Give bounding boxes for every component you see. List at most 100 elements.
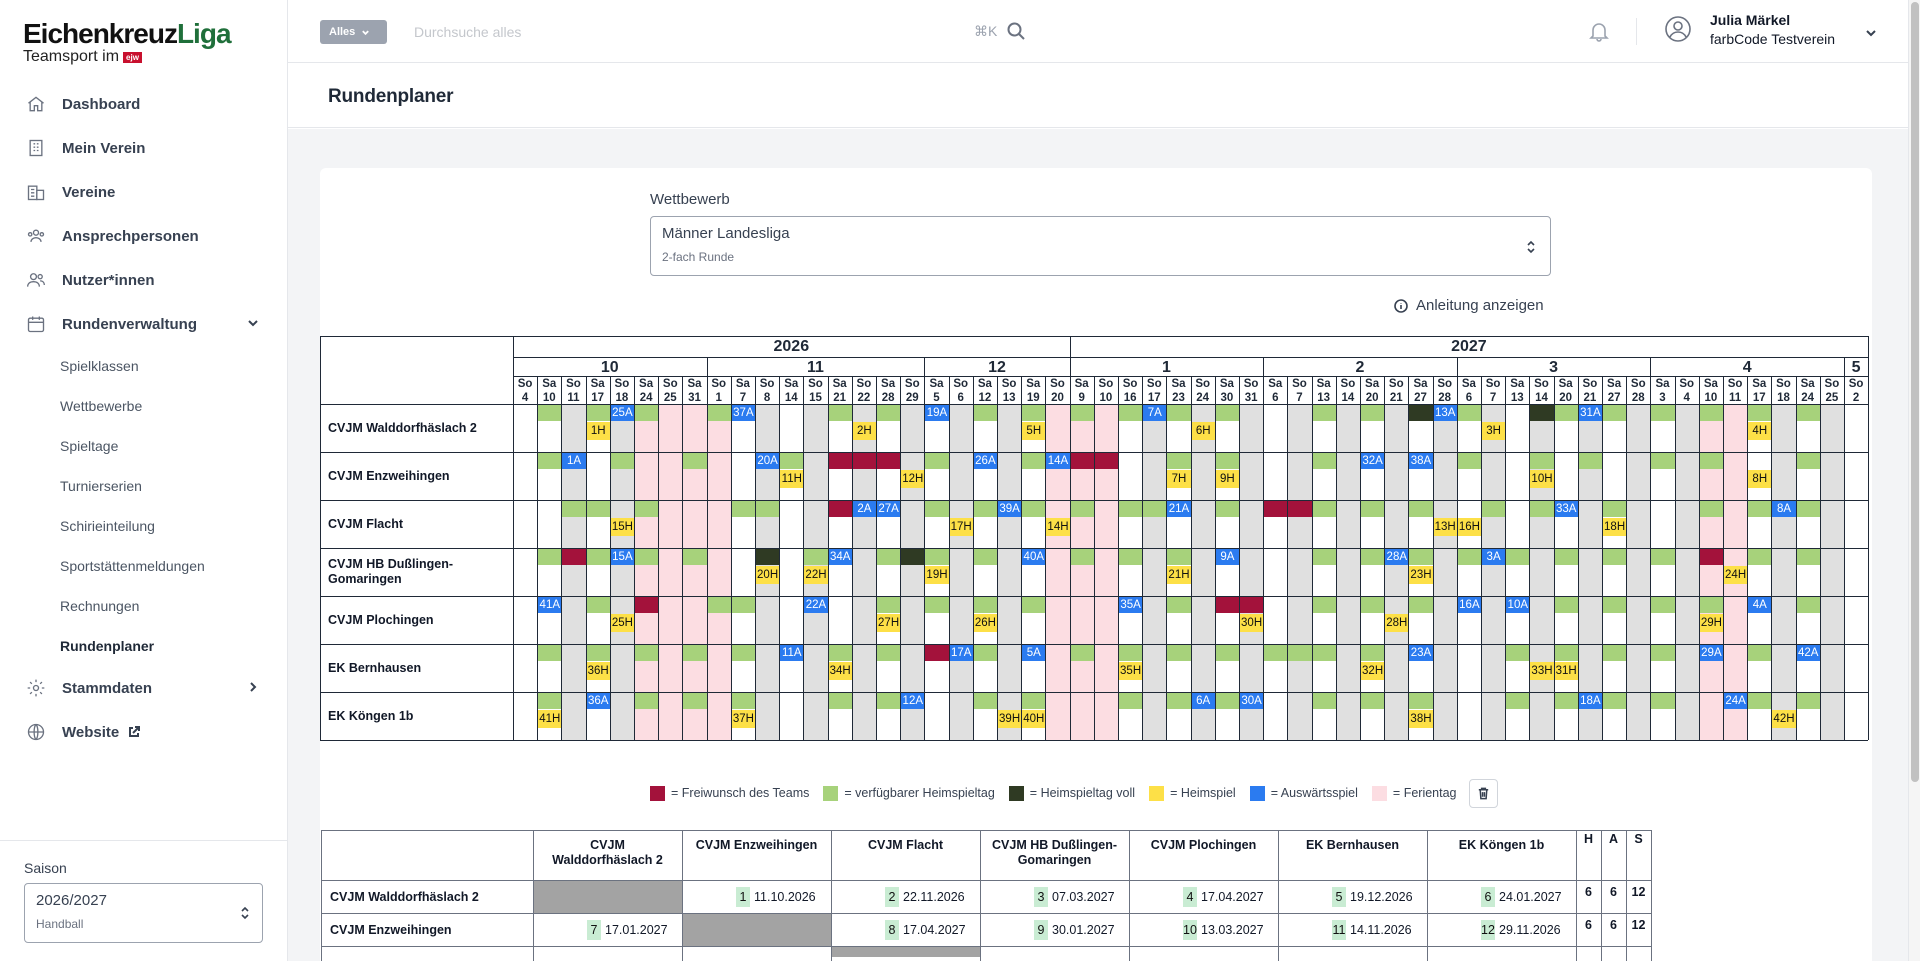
available-home-day-marker[interactable]	[538, 549, 562, 565]
search-icon[interactable]	[1006, 21, 1026, 41]
available-home-day-marker[interactable]	[1530, 501, 1554, 517]
available-home-day-marker[interactable]	[586, 405, 610, 421]
matrix-game-number[interactable]: 10	[1183, 920, 1197, 940]
team-wish-marker[interactable]	[877, 453, 901, 469]
team-wish-marker[interactable]	[852, 453, 876, 469]
away-game-marker[interactable]: 7A	[1143, 405, 1167, 421]
away-game-marker[interactable]: 42A	[1796, 645, 1820, 661]
available-home-day-marker[interactable]	[1215, 501, 1239, 517]
matrix-game-number[interactable]: 2	[885, 887, 899, 907]
home-game-marker[interactable]: 4H	[1748, 422, 1772, 440]
matrix-game-date[interactable]: 11.10.2026	[754, 890, 816, 904]
team-wish-marker[interactable]	[1699, 549, 1723, 565]
available-home-day-marker[interactable]	[683, 453, 707, 469]
available-home-day-marker[interactable]	[1361, 405, 1385, 421]
matrix-game-number[interactable]: 4	[1183, 887, 1197, 907]
available-home-day-marker[interactable]	[538, 693, 562, 709]
away-game-marker[interactable]: 36A	[586, 693, 610, 709]
available-home-day-marker[interactable]	[1457, 549, 1481, 565]
available-home-day-marker[interactable]	[586, 501, 610, 517]
home-day-full-marker[interactable]	[1409, 405, 1433, 421]
nav-item-mein-verein[interactable]: Mein Verein	[0, 126, 288, 170]
available-home-day-marker[interactable]	[1603, 405, 1627, 421]
home-game-marker[interactable]: 35H	[1119, 662, 1143, 680]
away-game-marker[interactable]: 24A	[1724, 693, 1748, 709]
available-home-day-marker[interactable]	[1312, 453, 1336, 469]
available-home-day-marker[interactable]	[1361, 693, 1385, 709]
available-home-day-marker[interactable]	[756, 501, 780, 517]
away-game-marker[interactable]: 13A	[1433, 405, 1457, 421]
away-game-marker[interactable]: 23A	[1409, 645, 1433, 661]
available-home-day-marker[interactable]	[1796, 501, 1820, 517]
search-input[interactable]	[414, 18, 994, 46]
available-home-day-marker[interactable]	[973, 597, 997, 613]
away-game-marker[interactable]: 2A	[852, 501, 876, 517]
away-game-marker[interactable]: 41A	[538, 597, 562, 613]
available-home-day-marker[interactable]	[562, 501, 586, 517]
home-game-marker[interactable]: 21H	[1167, 566, 1191, 584]
nav-item-rundenverwaltung[interactable]: Rundenverwaltung	[0, 302, 288, 346]
available-home-day-marker[interactable]	[586, 597, 610, 613]
away-game-marker[interactable]: 1A	[562, 453, 586, 469]
available-home-day-marker[interactable]	[1554, 549, 1578, 565]
away-game-marker[interactable]: 31A	[1578, 405, 1602, 421]
available-home-day-marker[interactable]	[1215, 453, 1239, 469]
available-home-day-marker[interactable]	[1578, 453, 1602, 469]
available-home-day-marker[interactable]	[586, 645, 610, 661]
subnav-item-spieltage[interactable]: Spieltage	[60, 438, 119, 454]
available-home-day-marker[interactable]	[1699, 597, 1723, 613]
available-home-day-marker[interactable]	[1361, 597, 1385, 613]
subnav-item-sportstaettenmeldungen[interactable]: Sportstättenmeldungen	[60, 558, 205, 574]
available-home-day-marker[interactable]	[1603, 693, 1627, 709]
home-game-marker[interactable]: 1H	[586, 422, 610, 440]
available-home-day-marker[interactable]	[1651, 693, 1675, 709]
away-game-marker[interactable]: 39A	[998, 501, 1022, 517]
available-home-day-marker[interactable]	[1167, 549, 1191, 565]
available-home-day-marker[interactable]	[1699, 501, 1723, 517]
home-game-marker[interactable]: 24H	[1724, 566, 1748, 584]
home-game-marker[interactable]: 12H	[901, 470, 925, 488]
available-home-day-marker[interactable]	[707, 405, 731, 421]
away-game-marker[interactable]: 30A	[1240, 693, 1264, 709]
home-game-marker[interactable]: 38H	[1409, 710, 1433, 728]
team-wish-marker[interactable]	[562, 549, 586, 565]
available-home-day-marker[interactable]	[1167, 693, 1191, 709]
home-game-marker[interactable]: 15H	[610, 518, 634, 536]
home-game-marker[interactable]: 25H	[610, 614, 634, 632]
available-home-day-marker[interactable]	[1119, 693, 1143, 709]
team-wish-marker[interactable]	[1070, 453, 1094, 469]
matrix-game-number[interactable]: 6	[1481, 887, 1495, 907]
available-home-day-marker[interactable]	[1554, 405, 1578, 421]
home-game-marker[interactable]: 18H	[1603, 518, 1627, 536]
matrix-game-number[interactable]: 1	[736, 887, 750, 907]
season-select[interactable]: 2026/2027 Handball	[24, 883, 263, 943]
matrix-game-date[interactable]: 17.04.2027	[903, 923, 966, 937]
available-home-day-marker[interactable]	[1409, 597, 1433, 613]
available-home-day-marker[interactable]	[731, 693, 755, 709]
available-home-day-marker[interactable]	[635, 645, 659, 661]
available-home-day-marker[interactable]	[804, 549, 828, 565]
available-home-day-marker[interactable]	[1796, 453, 1820, 469]
available-home-day-marker[interactable]	[973, 405, 997, 421]
away-game-marker[interactable]: 18A	[1578, 693, 1602, 709]
home-game-marker[interactable]: 13H	[1433, 518, 1457, 536]
home-game-marker[interactable]: 3H	[1482, 422, 1506, 440]
available-home-day-marker[interactable]	[1070, 549, 1094, 565]
available-home-day-marker[interactable]	[707, 597, 731, 613]
matrix-game-date[interactable]: 29.11.2026	[1499, 923, 1561, 937]
nav-item-ansprechpersonen[interactable]: Ansprechpersonen	[0, 214, 288, 258]
available-home-day-marker[interactable]	[925, 453, 949, 469]
nav-item-website[interactable]: Website	[0, 710, 288, 754]
home-game-marker[interactable]: 34H	[828, 662, 852, 680]
away-game-marker[interactable]: 20A	[756, 453, 780, 469]
available-home-day-marker[interactable]	[925, 597, 949, 613]
available-home-day-marker[interactable]	[1312, 645, 1336, 661]
available-home-day-marker[interactable]	[1288, 645, 1312, 661]
available-home-day-marker[interactable]	[683, 645, 707, 661]
away-game-marker[interactable]: 5A	[1022, 645, 1046, 661]
team-wish-marker[interactable]	[1264, 501, 1288, 517]
logo[interactable]: EichenkreuzLiga Teamsport im ejw	[23, 19, 232, 65]
available-home-day-marker[interactable]	[925, 549, 949, 565]
home-day-full-marker[interactable]	[756, 549, 780, 565]
available-home-day-marker[interactable]	[1167, 597, 1191, 613]
